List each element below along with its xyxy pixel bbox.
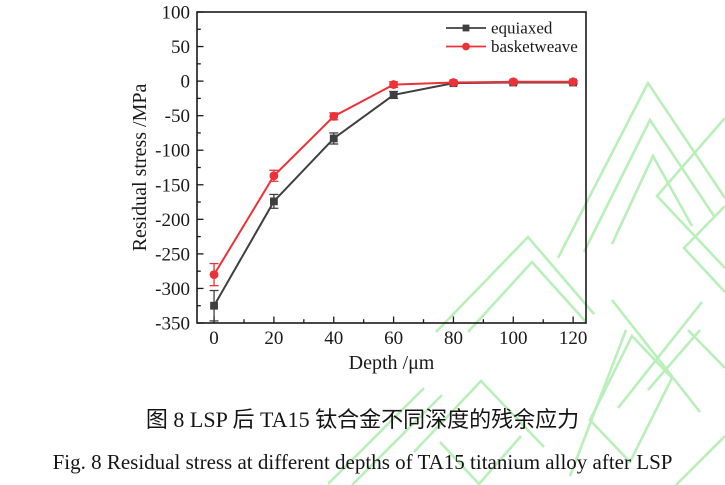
caption-english: Fig. 8 Residual stress at different dept… [52,450,673,474]
series-equiaxed [209,78,578,322]
y-axis-tick-label: 100 [162,3,191,24]
x-axis-tick-label: 120 [559,328,588,349]
circle-marker [209,270,219,280]
legend-circle-marker [462,42,470,51]
series-line [213,80,574,276]
series-line [213,81,574,307]
square-marker [210,301,218,310]
residual-stress-chart: 100 50 0 -50 -100 -150 -200 -250 -300 -350 0 20 40 60… [129,3,587,375]
circle-marker [449,78,458,87]
y-axis-tick-label: -150 [155,175,190,196]
x-axis-title: Depth /μm [349,352,435,374]
circle-marker [568,77,578,87]
square-marker [329,134,338,143]
y-axis-tick-label: -50 [165,106,190,127]
y-axis-tick-label: 0 [181,72,191,93]
x-axis-tick-label: 20 [264,328,283,349]
plot-border [196,11,587,324]
square-marker [389,91,398,99]
circle-marker [389,80,398,89]
legend-label-equiaxed: equiaxed [491,19,553,38]
series-basketweave [209,77,578,287]
x-axis-tick-label: 100 [499,328,528,349]
legend-square-marker [462,24,470,32]
y-axis-tick-label: -200 [155,210,190,231]
y-axis-tick-label: -250 [155,244,190,265]
x-axis-tick-label: 0 [209,328,219,349]
x-axis-tick-label: 60 [384,328,403,349]
y-axis-tick-label: -350 [155,314,190,335]
circle-marker [329,111,339,121]
y-axis-tick-label: -100 [155,141,190,162]
y-axis-tick-label: 50 [171,37,190,58]
caption-chinese: 图 8 LSP 后 TA15 钛合金不同深度的残余应力 [145,407,580,432]
axes: 100 50 0 -50 -100 -150 -200 -250 -300 -350 0 20 40 60… [129,3,587,375]
square-marker [270,197,278,206]
y-axis-title: Residual stress /MPa [129,83,151,251]
x-axis-tick-label: 80 [444,328,463,349]
circle-marker [269,171,279,181]
y-axis-tick-label: -300 [155,279,190,300]
legend-label-basketweave: basketweave [491,37,578,56]
circle-marker [508,77,518,87]
x-axis-tick-label: 40 [324,328,343,349]
